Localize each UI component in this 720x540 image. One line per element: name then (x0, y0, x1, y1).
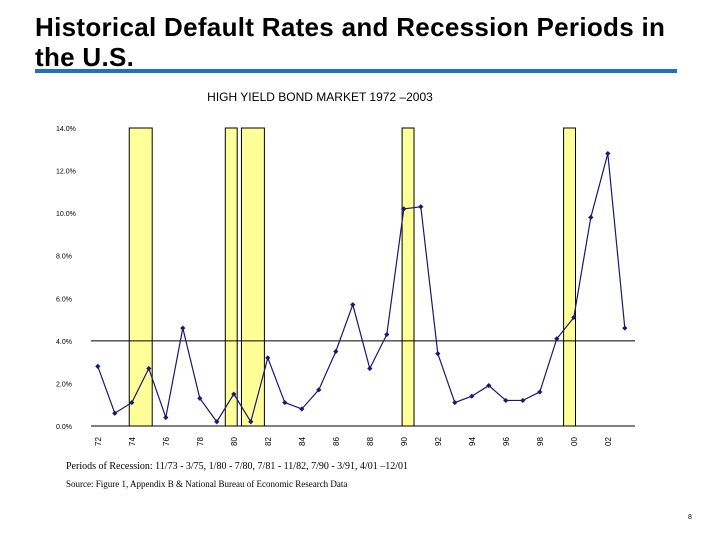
series-line (97, 153, 626, 424)
x-tick-label: 86 (332, 437, 341, 446)
data-point (588, 214, 594, 220)
data-point (129, 399, 135, 406)
x-tick-label: 98 (536, 437, 545, 446)
x-tick-label: 92 (434, 437, 443, 446)
data-point (214, 419, 220, 425)
y-tick-label: 2.0% (56, 381, 72, 388)
x-tick-label: 80 (230, 437, 239, 446)
data-point (469, 393, 475, 399)
x-tick-label: 82 (264, 437, 273, 446)
data-point (520, 397, 526, 404)
data-point (435, 351, 441, 357)
x-tick-label: 72 (94, 437, 103, 446)
data-point (265, 355, 271, 361)
x-tick-label: 78 (196, 437, 205, 446)
data-point (163, 414, 169, 421)
data-point (367, 365, 373, 372)
recession-band-4 (401, 127, 415, 427)
data-point (401, 206, 407, 212)
data-point (571, 314, 577, 321)
data-point (384, 331, 390, 338)
x-tick-label: 74 (128, 437, 137, 446)
data-point (316, 387, 322, 393)
y-tick-label: 0.0% (56, 424, 72, 431)
data-point (503, 397, 509, 404)
y-tick-label: 12.0% (56, 169, 76, 176)
page-number: 8 (688, 514, 692, 521)
chart-title: HIGH YIELD BOND MARKET 1972 –2003 (207, 90, 433, 104)
data-point (605, 150, 611, 157)
title-underline (35, 69, 677, 73)
data-point (231, 391, 237, 397)
y-tick-label: 6.0% (56, 296, 72, 303)
data-point (282, 399, 288, 406)
y-tick-label: 10.0% (56, 211, 76, 218)
y-tick-label: 8.0% (56, 254, 72, 261)
data-point (350, 302, 356, 308)
data-point (112, 410, 118, 416)
x-tick-label: 76 (162, 437, 171, 446)
data-point (299, 406, 305, 412)
data-point (248, 419, 254, 425)
data-point (554, 336, 560, 342)
x-tick-label: 96 (502, 437, 511, 446)
x-tick-label: 90 (400, 437, 409, 446)
recession-periods-note: Periods of Recession: 11/73 - 3/75, 1/80… (66, 461, 409, 472)
data-point (146, 365, 152, 372)
data-point (197, 395, 203, 401)
x-tick-label: 94 (468, 437, 477, 446)
recession-band-1 (128, 127, 153, 427)
x-tick-label: 02 (604, 437, 613, 446)
slide-title: Historical Default Rates and Recession P… (35, 12, 666, 72)
data-point (622, 325, 628, 331)
source-note: Source: Figure 1, Appendix B & National … (66, 479, 348, 489)
recession-band-2 (224, 127, 238, 427)
data-point (537, 389, 543, 395)
data-point (452, 399, 458, 406)
data-point (486, 382, 492, 389)
data-point (95, 363, 101, 369)
x-tick-label: 88 (366, 437, 375, 446)
x-tick-label: 84 (298, 437, 307, 446)
y-tick-label: 14.0% (56, 126, 76, 133)
data-point (418, 204, 424, 210)
data-point (333, 348, 339, 355)
y-tick-label: 4.0% (56, 339, 72, 346)
x-tick-label: 00 (570, 437, 579, 446)
recession-band-5 (563, 127, 576, 427)
data-point (180, 325, 186, 331)
